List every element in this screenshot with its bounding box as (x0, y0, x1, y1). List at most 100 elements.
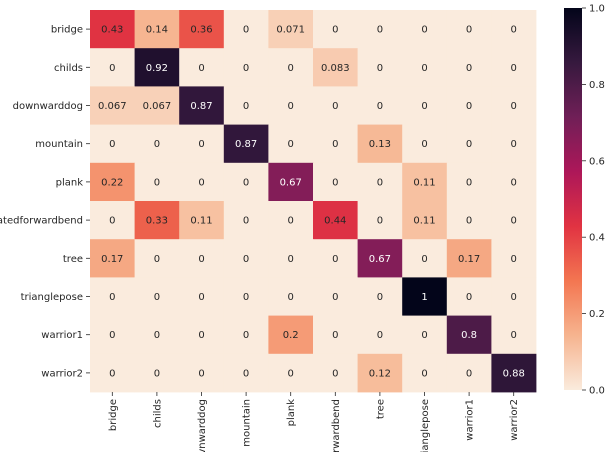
cell-value-label: 0 (288, 368, 294, 379)
heatmap-cell (357, 277, 403, 316)
cell-value-label: 0.13 (369, 139, 391, 150)
y-tick-label: childs (54, 63, 83, 74)
colorbar-tick-label: 0.4 (589, 233, 605, 244)
cell-value-label: 0 (288, 139, 294, 150)
cell-value-label: 0 (511, 216, 517, 227)
x-tick-label: tree (375, 399, 386, 419)
cell-value-label: 0 (198, 368, 204, 379)
cell-value-label: 0 (243, 101, 249, 112)
x-tick-label: warrior2 (509, 399, 520, 441)
cell-value-label: 0 (198, 177, 204, 188)
heatmap-cell (313, 315, 358, 355)
colorbar-tick-label: 0.2 (589, 309, 605, 320)
cell-value-label: 0 (332, 330, 338, 341)
heatmap-cell (179, 277, 225, 316)
cell-value-label: 0.11 (413, 177, 435, 188)
heatmap-cell (357, 10, 403, 49)
heatmap-cell (446, 162, 492, 202)
heatmap-cell (90, 201, 135, 240)
cell-value-label: 0 (198, 254, 204, 265)
colorbar-tick-label: 0.8 (589, 80, 605, 91)
heatmap-cell (223, 124, 269, 164)
y-tick-label: trianglepose (21, 292, 83, 303)
cell-value-label: 0 (198, 63, 204, 74)
cell-value-label: 0 (511, 292, 517, 303)
heatmap-cell (491, 353, 537, 393)
cell-value-label: 0.067 (143, 101, 172, 112)
heatmap-cell (313, 239, 358, 278)
cell-value-label: 0 (243, 368, 249, 379)
cell-value-label: 0 (109, 368, 115, 379)
heatmap-cell (268, 353, 314, 393)
heatmap-cell (90, 353, 135, 393)
cell-value-label: 0 (511, 254, 517, 265)
cell-value-label: 0 (154, 254, 160, 265)
cell-value-label: 0 (154, 330, 160, 341)
heatmap-cell (268, 124, 314, 164)
cell-value-label: 0 (511, 177, 517, 188)
cell-value-label: 0.67 (280, 177, 302, 188)
cell-value-label: 0.88 (503, 368, 525, 379)
heatmap-cell (134, 239, 180, 278)
cell-value-label: 0 (332, 101, 338, 112)
cell-value-label: 0 (288, 254, 294, 265)
heatmap-cells: 0.43 0.14 0.36 0 0.071 0 0 0 0 0 0 0.92 0 0 0 0.083 0 0 0 0… (90, 10, 537, 393)
y-tick-labels: bridge childs downwarddog mountain plank ated… (0, 25, 90, 379)
heatmap-cell (90, 48, 135, 87)
cell-value-label: 0 (243, 216, 249, 227)
heatmap-cell (90, 315, 135, 355)
cell-value-label: 0 (154, 139, 160, 150)
y-tick-label: tree (63, 254, 83, 265)
cell-value-label: 0 (511, 139, 517, 150)
heatmap-cell (268, 48, 314, 87)
colorbar-tick-label: 0.6 (589, 156, 605, 167)
cell-value-label: 0 (466, 292, 472, 303)
heatmap-cell (313, 277, 358, 316)
cell-value-label: 0 (421, 25, 427, 36)
cell-value-label: 0 (109, 330, 115, 341)
heatmap-cell (223, 86, 269, 125)
cell-value-label: 0 (109, 292, 115, 303)
heatmap-cell (90, 86, 135, 125)
colorbar-tick-label: 1.0 (589, 4, 605, 15)
cell-value-label: 0 (198, 292, 204, 303)
heatmap-cell (491, 315, 537, 355)
cell-value-label: 0 (377, 330, 383, 341)
cell-value-label: 0 (466, 368, 472, 379)
heatmap-cell (446, 277, 492, 316)
heatmap-cell (402, 277, 448, 316)
heatmap-cell (90, 162, 135, 202)
cell-value-label: 0 (511, 63, 517, 74)
cell-value-label: 0 (243, 177, 249, 188)
cell-value-label: 0 (332, 25, 338, 36)
cell-value-label: 0 (288, 292, 294, 303)
heatmap-cell (402, 10, 448, 49)
cell-value-label: 0 (109, 63, 115, 74)
cell-value-label: 0 (377, 101, 383, 112)
cell-value-label: 0 (421, 368, 427, 379)
heatmap-cell (446, 86, 492, 125)
cell-value-label: 0.36 (190, 25, 212, 36)
cell-value-label: 0 (243, 254, 249, 265)
heatmap-cell (446, 124, 492, 164)
cell-value-label: 0 (243, 63, 249, 74)
heatmap-cell (223, 353, 269, 393)
cell-value-label: 1 (421, 292, 427, 303)
cell-value-label: 0 (154, 177, 160, 188)
cell-value-label: 0.87 (190, 101, 212, 112)
heatmap-cell (402, 315, 448, 355)
cell-value-label: 0.87 (235, 139, 257, 150)
heatmap-cell (402, 353, 448, 393)
cell-value-label: 0 (421, 139, 427, 150)
cell-value-label: 0.11 (413, 216, 435, 227)
heatmap-cell (179, 86, 225, 125)
cell-value-label: 0.44 (324, 216, 346, 227)
heatmap-cell (179, 124, 225, 164)
x-tick-label: bridge (108, 399, 119, 431)
cell-value-label: 0.14 (146, 25, 168, 36)
heatmap-cell (223, 315, 269, 355)
colorbar (564, 8, 582, 390)
heatmap-cell (90, 277, 135, 316)
cell-value-label: 0 (109, 139, 115, 150)
